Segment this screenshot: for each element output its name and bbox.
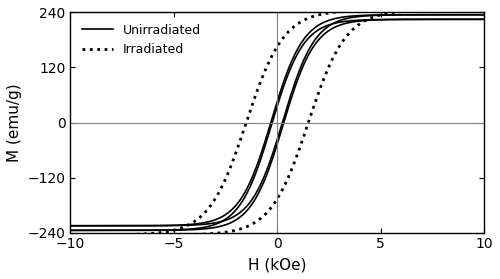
- Unirradiated: [481, 13, 487, 16]
- Irradiated: [428, 8, 434, 12]
- Unirradiated: [428, 13, 434, 16]
- Irradiated: [244, 119, 250, 122]
- Y-axis label: M (emu/g): M (emu/g): [7, 83, 22, 162]
- Unirradiated: [226, 210, 232, 214]
- Irradiated: [114, 233, 120, 236]
- Unirradiated: [139, 224, 145, 227]
- Irradiated: [68, 233, 73, 237]
- Unirradiated: [68, 224, 73, 227]
- Irradiated: [481, 8, 487, 12]
- Irradiated: [226, 169, 232, 172]
- Unirradiated: [473, 13, 479, 16]
- Unirradiated: [114, 224, 120, 227]
- X-axis label: H (kOe): H (kOe): [248, 257, 306, 272]
- Irradiated: [473, 8, 479, 12]
- Unirradiated: [244, 187, 250, 190]
- Line: Irradiated: Irradiated: [70, 10, 484, 235]
- Line: Unirradiated: Unirradiated: [70, 15, 484, 226]
- Irradiated: [139, 232, 145, 236]
- Legend: Unirradiated, Irradiated: Unirradiated, Irradiated: [76, 19, 206, 61]
